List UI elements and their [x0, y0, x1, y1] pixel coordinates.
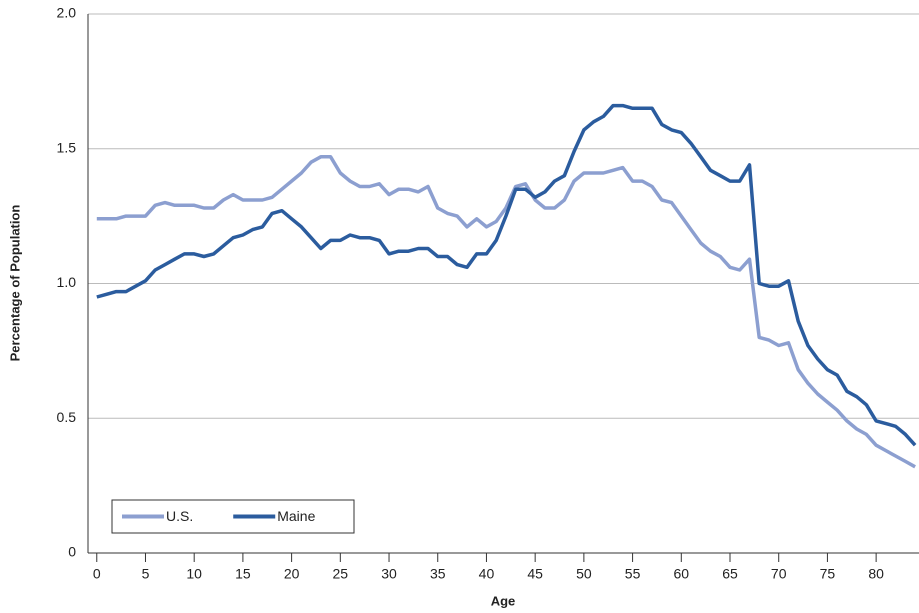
- x-axis-title: Age: [491, 593, 516, 608]
- y-tick-label: 2.0: [57, 5, 77, 21]
- y-tick-label: 1.0: [57, 274, 77, 290]
- legend-label: Maine: [277, 508, 315, 524]
- line-series: [96, 155, 916, 469]
- y-tick-label: 0.5: [57, 409, 77, 425]
- x-tick-label: 20: [284, 566, 300, 582]
- x-tick-label: 15: [235, 566, 251, 582]
- legend-label: U.S.: [166, 508, 193, 524]
- x-tick-label: 5: [142, 566, 150, 582]
- x-tick-label: 30: [381, 566, 397, 582]
- legend: U.S. Maine: [111, 499, 355, 534]
- y-tick-label: 1.5: [57, 139, 77, 155]
- x-tick-label: 80: [868, 566, 884, 582]
- y-tick-label: 0: [68, 544, 76, 560]
- x-tick-label: 25: [333, 566, 349, 582]
- x-tick-label: 55: [625, 566, 641, 582]
- x-tick-label: 10: [186, 566, 202, 582]
- x-tick-label: 70: [771, 566, 787, 582]
- x-tick-label: 40: [479, 566, 495, 582]
- y-axis-title: Percentage of Population: [7, 205, 22, 362]
- x-tick-label: 65: [722, 566, 738, 582]
- x-tick-label: 50: [576, 566, 592, 582]
- x-tick-label: 60: [674, 566, 690, 582]
- x-tick-label: 0: [93, 566, 101, 582]
- line-series: [96, 103, 917, 447]
- x-tick-label: 45: [527, 566, 543, 582]
- x-tick-label: 35: [430, 566, 446, 582]
- x-tick-label: 75: [820, 566, 836, 582]
